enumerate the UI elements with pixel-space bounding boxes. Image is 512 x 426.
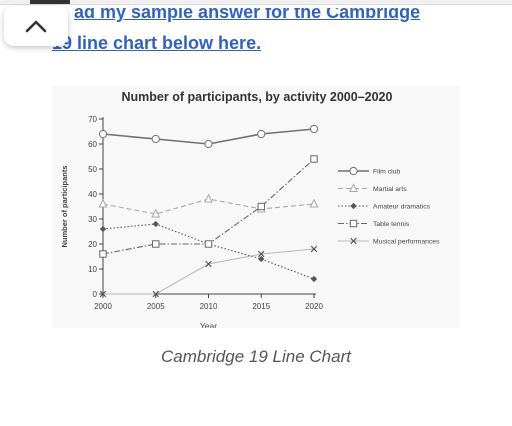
data-point-musical-performances bbox=[310, 245, 318, 253]
data-point-martial-arts bbox=[151, 208, 161, 218]
data-point-film-club bbox=[204, 139, 213, 149]
data-point-amateur-dramatics bbox=[99, 225, 107, 233]
data-point-film-club bbox=[309, 124, 319, 134]
y-tick-label: 70 bbox=[88, 115, 97, 124]
x-tick-label: 2010 bbox=[200, 302, 218, 311]
x-tick-label: 2015 bbox=[252, 302, 270, 311]
data-point-table-tennis bbox=[310, 155, 318, 163]
sample-answer-link[interactable]: ad my sample answer for the Cambridge 19… bbox=[52, 8, 492, 70]
data-point-amateur-dramatics bbox=[310, 275, 318, 283]
x-tick-label: 2000 bbox=[94, 302, 112, 311]
legend-label-table-tennis: Table tennis bbox=[373, 221, 410, 228]
y-tick-label: 0 bbox=[93, 290, 98, 299]
legend-marker-table-tennis bbox=[349, 219, 358, 228]
y-tick-label: 30 bbox=[88, 215, 97, 224]
legend-label-martial-arts: Martial arts bbox=[373, 186, 407, 193]
chart-caption: Cambridge 19 Line Chart bbox=[161, 347, 351, 366]
x-tick-label: 2020 bbox=[305, 302, 323, 311]
y-axis-label: Number of participants bbox=[60, 165, 69, 247]
y-tick-label: 40 bbox=[88, 190, 97, 199]
top-strip-divider bbox=[0, 4, 512, 5]
link-line-2: 19 line chart below here. bbox=[52, 33, 262, 53]
y-tick-label: 10 bbox=[88, 265, 97, 274]
line-chart-image: Number of participants, by activity 2000… bbox=[52, 86, 460, 328]
scroll-to-top-button[interactable] bbox=[4, 6, 68, 46]
data-point-film-club bbox=[98, 129, 108, 139]
data-point-table-tennis bbox=[152, 240, 160, 248]
data-point-musical-performances bbox=[258, 250, 265, 258]
data-point-martial-arts bbox=[204, 193, 213, 203]
data-point-amateur-dramatics bbox=[152, 220, 159, 228]
legend-marker-amateur-dramatics bbox=[350, 202, 357, 210]
x-axis-label: Year bbox=[200, 321, 217, 328]
y-tick-label: 20 bbox=[88, 240, 97, 249]
line-chart: Number of participants, by activity 2000… bbox=[60, 90, 440, 328]
data-point-film-club bbox=[257, 129, 266, 139]
y-tick-label: 50 bbox=[88, 165, 97, 174]
data-point-table-tennis bbox=[99, 250, 107, 258]
chart-title: Number of participants, by activity 2000… bbox=[122, 90, 393, 104]
legend-marker-musical-performances bbox=[350, 237, 357, 245]
data-point-film-club bbox=[151, 134, 160, 144]
x-tick-label: 2005 bbox=[147, 302, 165, 311]
series-line-table-tennis bbox=[102, 158, 315, 255]
data-point-musical-performances bbox=[99, 290, 107, 298]
y-tick-label: 60 bbox=[88, 140, 97, 149]
legend-label-musical-performances: Musical performances bbox=[373, 239, 440, 246]
data-point-table-tennis bbox=[204, 240, 213, 248]
data-point-table-tennis bbox=[257, 202, 265, 211]
data-point-musical-performances bbox=[152, 290, 159, 298]
top-status-strip bbox=[0, 0, 512, 5]
legend-label-amateur-dramatics: Amateur dramatics bbox=[373, 204, 431, 211]
series-line-musical-performances bbox=[103, 248, 315, 295]
data-point-musical-performances bbox=[205, 260, 212, 268]
legend-label-film-club: Film club bbox=[373, 169, 400, 176]
top-strip-tab bbox=[30, 0, 70, 4]
data-point-amateur-dramatics bbox=[258, 255, 265, 263]
legend-marker-martial-arts bbox=[349, 183, 358, 192]
link-line-1: ad my sample answer for the Cambridge bbox=[74, 8, 421, 22]
data-point-martial-arts bbox=[98, 198, 108, 208]
chevron-up-icon bbox=[25, 19, 47, 33]
data-point-martial-arts bbox=[309, 198, 319, 208]
legend-marker-film-club bbox=[349, 166, 358, 176]
